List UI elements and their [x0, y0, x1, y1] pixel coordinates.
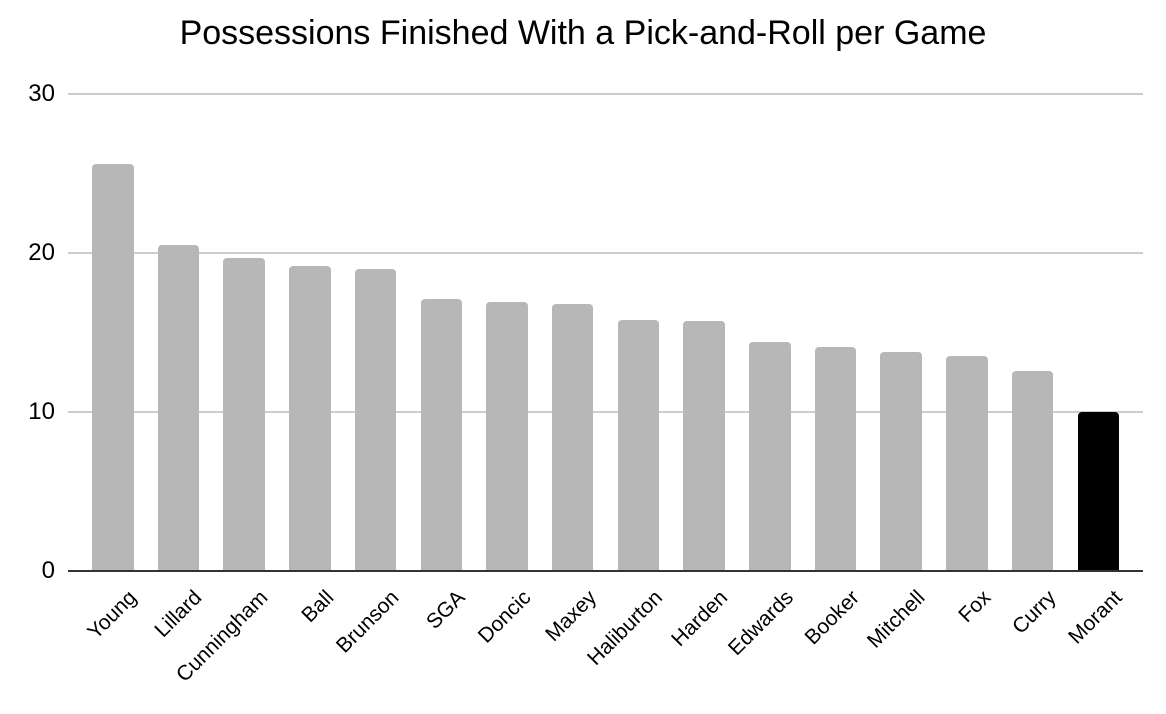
gridline-y20	[68, 252, 1143, 254]
bar-harden	[683, 321, 725, 571]
bar-edwards	[749, 342, 791, 571]
bar-cunningham	[223, 257, 265, 571]
bar-morant	[1077, 412, 1119, 571]
y-axis-tick-label: 0	[41, 557, 55, 584]
x-axis-tick-label-edwards: Edwards	[723, 586, 799, 661]
x-axis-tick-label-brunson: Brunson	[332, 586, 404, 658]
y-axis-tick-label: 10	[28, 398, 55, 425]
bar-booker	[814, 346, 857, 571]
chart-title: Possessions Finished With a Pick-and-Rol…	[179, 14, 987, 52]
plot-area	[68, 93, 1143, 572]
y-axis-tick-label: 20	[28, 239, 55, 266]
x-axis-tick-label-doncic: Doncic	[473, 586, 536, 648]
bar-sga	[420, 299, 462, 571]
bar-brunson	[354, 268, 397, 571]
bar-haliburton	[617, 319, 660, 571]
gridline-y10	[68, 411, 1143, 413]
x-axis-tick-label-mitchell: Mitchell	[862, 586, 930, 653]
bar-fox	[946, 356, 988, 571]
bar-young	[92, 163, 134, 571]
bar-curry	[1011, 370, 1054, 571]
bar-mitchell	[880, 351, 922, 571]
gridline-y30	[68, 93, 1143, 95]
bar-maxey	[551, 303, 594, 571]
x-axis-tick-label-morant: Morant	[1064, 586, 1127, 649]
x-axis-tick-label-harden: Harden	[667, 586, 733, 651]
x-axis-tick-label-booker: Booker	[800, 586, 864, 650]
y-axis-tick-label: 30	[28, 80, 55, 107]
x-axis-tick-label-maxey: Maxey	[540, 586, 601, 647]
x-axis-tick-label-ball: Ball	[297, 586, 339, 628]
x-axis-tick-label-fox: Fox	[954, 586, 996, 628]
x-axis-tick-label-young: Young	[83, 586, 142, 644]
x-axis-tick-label-curry: Curry	[1008, 586, 1061, 639]
bar-doncic	[486, 302, 528, 571]
x-axis-tick-label-lillard: Lillard	[150, 586, 207, 642]
x-axis-line	[68, 570, 1143, 572]
bar-lillard	[157, 245, 200, 571]
x-axis-tick-label-sga: SGA	[421, 586, 470, 634]
bar-ball	[289, 265, 331, 571]
